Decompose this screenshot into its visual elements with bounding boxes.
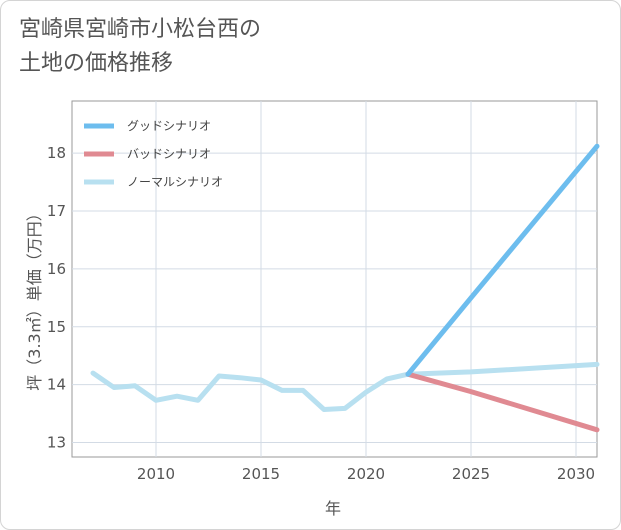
y-axis-ticks: 13 14 15 16 17 18 — [47, 144, 66, 451]
y-tick-label: 13 — [47, 434, 66, 452]
y-tick-label: 15 — [47, 318, 66, 336]
legend-label: グッドシナリオ — [127, 119, 211, 133]
x-axis-title: 年 — [325, 499, 341, 518]
series-line-0 — [405, 143, 600, 377]
y-axis-title: 坪（3.3㎡）単価（万円） — [25, 205, 44, 390]
x-tick-label: 2030 — [557, 465, 595, 483]
y-tick-label: 14 — [47, 376, 66, 394]
series-line-2 — [90, 361, 600, 412]
chart-title-line-1: 宮崎県宮崎市小松台西の — [19, 17, 262, 42]
legend-label: バッドシナリオ — [127, 147, 211, 161]
grid-lines — [72, 101, 597, 457]
series-lines — [90, 143, 600, 433]
chart-title: 宮崎県宮崎市小松台西の 土地の価格推移 — [19, 13, 261, 81]
x-axis-ticks: 2010 2015 2020 2025 2030 — [137, 465, 595, 483]
x-tick-label: 2020 — [347, 465, 385, 483]
y-tick-label: 17 — [47, 202, 66, 220]
chart-title-line-2: 土地の価格推移 — [19, 51, 174, 76]
y-tick-label: 18 — [47, 144, 66, 162]
series-line-1 — [405, 371, 600, 433]
x-tick-label: 2015 — [242, 465, 280, 483]
y-tick-label: 16 — [47, 260, 66, 278]
x-tick-label: 2025 — [452, 465, 490, 483]
legend-label: ノーマルシナリオ — [127, 175, 223, 189]
x-tick-label: 2010 — [137, 465, 175, 483]
